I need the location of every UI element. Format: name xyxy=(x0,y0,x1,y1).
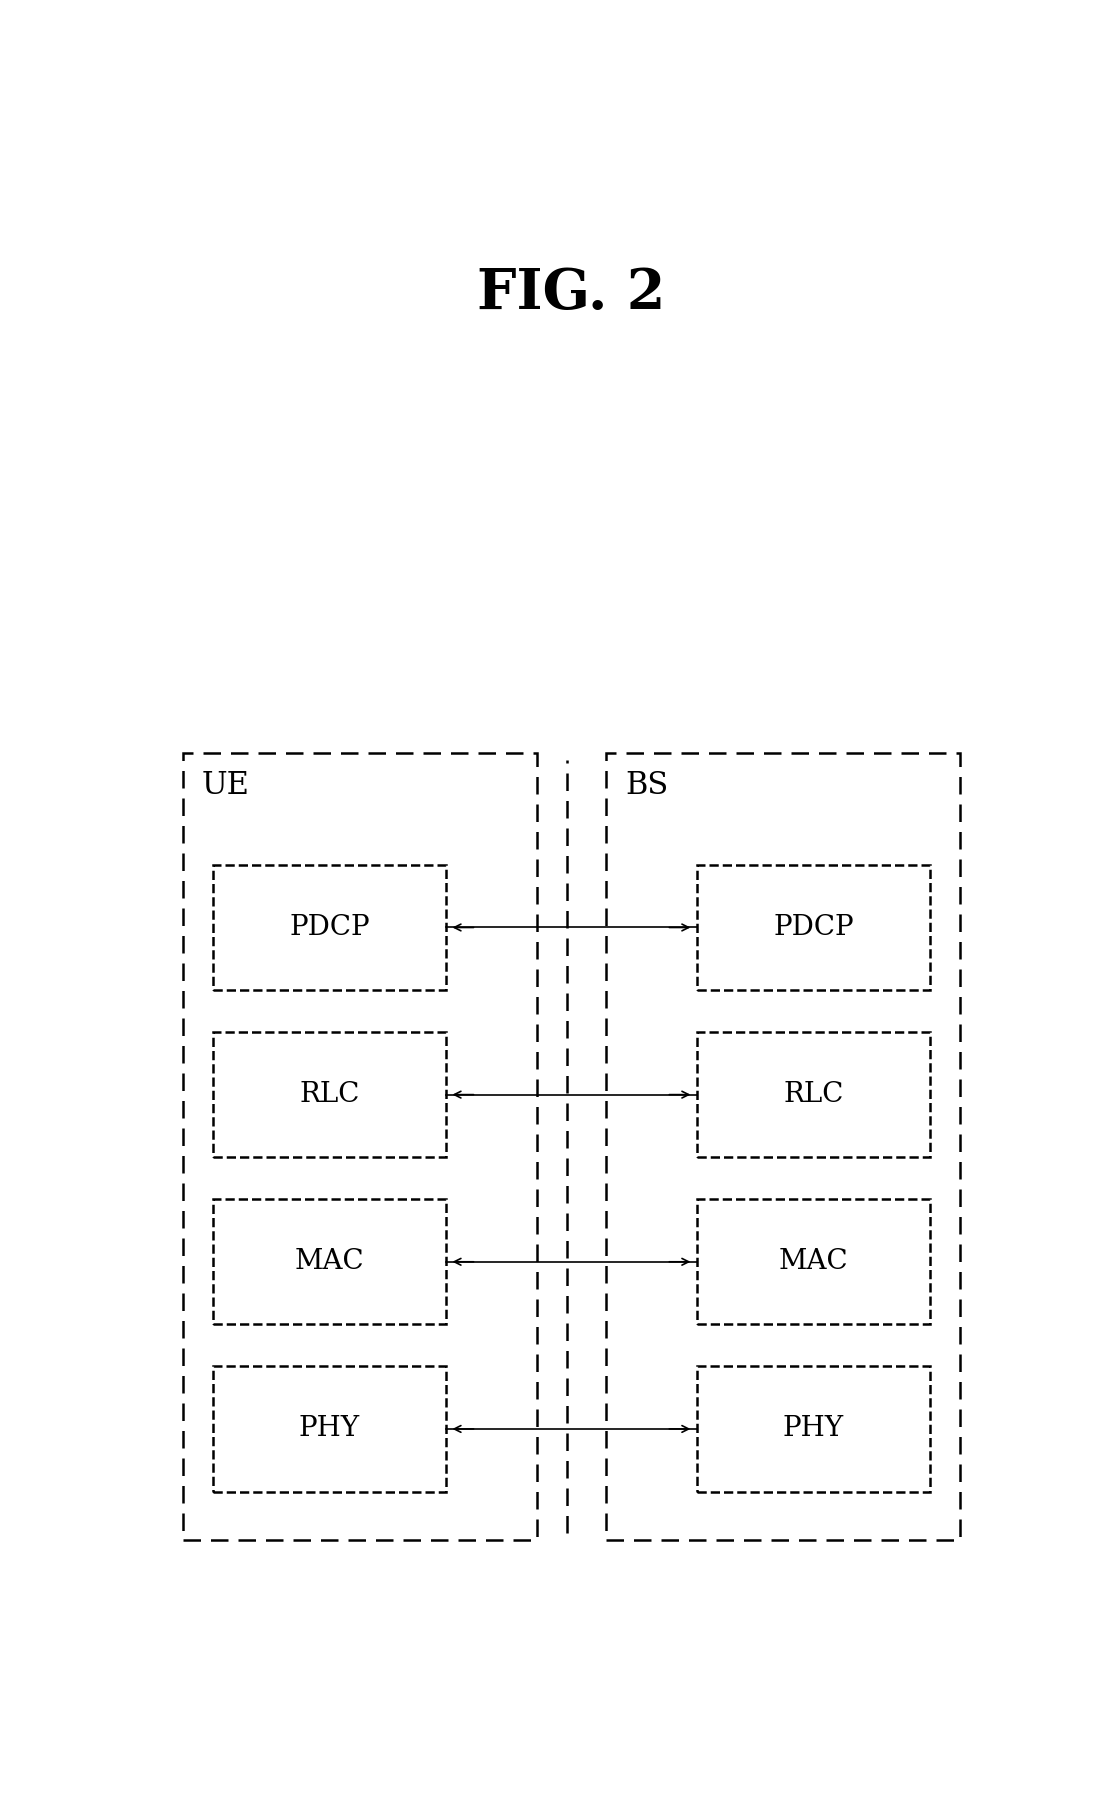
Bar xyxy=(213,1199,446,1324)
Text: PHY: PHY xyxy=(299,1415,360,1442)
Text: PDCP: PDCP xyxy=(289,914,370,941)
Text: RLC: RLC xyxy=(299,1082,360,1109)
Bar xyxy=(697,1199,930,1324)
Text: UE: UE xyxy=(202,771,250,801)
Bar xyxy=(183,753,536,1541)
Text: MAC: MAC xyxy=(294,1248,365,1275)
Bar xyxy=(697,1031,930,1158)
Bar xyxy=(213,1031,446,1158)
Text: BS: BS xyxy=(626,771,668,801)
Text: PHY: PHY xyxy=(783,1415,844,1442)
Bar xyxy=(697,1366,930,1492)
Text: FIG. 2: FIG. 2 xyxy=(477,266,666,320)
Bar xyxy=(607,753,960,1541)
Text: RLC: RLC xyxy=(783,1082,844,1109)
Text: PDCP: PDCP xyxy=(773,914,854,941)
Bar xyxy=(697,865,930,990)
Bar xyxy=(213,865,446,990)
Bar xyxy=(213,1366,446,1492)
Text: MAC: MAC xyxy=(778,1248,849,1275)
